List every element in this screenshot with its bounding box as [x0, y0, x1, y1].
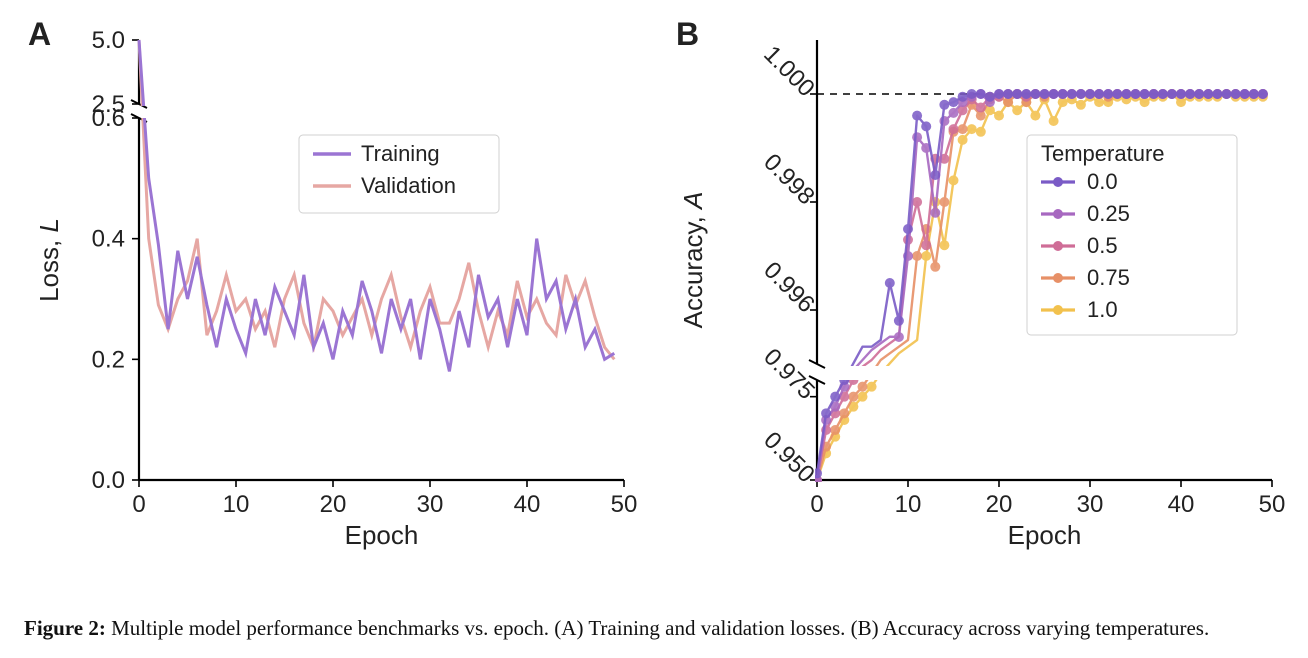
panel-a: A 010203040500.00.20.40.62.55.0EpochLoss…: [24, 10, 644, 612]
svg-text:30: 30: [1077, 491, 1104, 518]
svg-text:Loss, L: Loss, L: [34, 218, 64, 302]
svg-text:0.0: 0.0: [92, 467, 125, 494]
svg-text:40: 40: [514, 491, 541, 518]
svg-text:0.4: 0.4: [92, 226, 125, 253]
svg-text:0: 0: [810, 491, 823, 518]
svg-text:Epoch: Epoch: [1008, 520, 1082, 550]
svg-text:0.998: 0.998: [758, 149, 820, 211]
panel-b-chart: 0 10 20 30 40 50 0.950 0.975 0.996 0.998 1.000 Epoc…: [672, 10, 1292, 550]
svg-text:10: 10: [223, 491, 250, 518]
svg-text:0.5: 0.5: [1087, 233, 1118, 258]
panel-a-chart: 010203040500.00.20.40.62.55.0EpochLoss, …: [24, 10, 644, 550]
svg-text:Epoch: Epoch: [345, 520, 419, 550]
svg-text:0: 0: [132, 491, 145, 518]
panel-b: B 0 10 20 30 40 50 0.950 0.975 0.996 0.998 1.000 Ep…: [672, 10, 1292, 612]
svg-text:0.0: 0.0: [1087, 169, 1118, 194]
svg-text:1.000: 1.000: [758, 41, 820, 103]
svg-text:0.950: 0.950: [758, 427, 820, 489]
figure-caption: Figure 2: Multiple model performance ben…: [24, 614, 1284, 642]
svg-text:Temperature: Temperature: [1041, 141, 1165, 166]
svg-text:Validation: Validation: [361, 173, 456, 198]
panel-a-label: A: [28, 16, 51, 53]
svg-text:20: 20: [986, 491, 1013, 518]
svg-text:0.996: 0.996: [758, 257, 820, 319]
svg-text:50: 50: [611, 491, 638, 518]
figure-container: A 010203040500.00.20.40.62.55.0EpochLoss…: [0, 0, 1308, 658]
panel-b-label: B: [676, 16, 699, 53]
svg-text:0.975: 0.975: [758, 343, 820, 405]
svg-text:2.5: 2.5: [92, 91, 125, 118]
svg-text:0.75: 0.75: [1087, 265, 1130, 290]
svg-text:10: 10: [895, 491, 922, 518]
caption-label: Figure 2:: [24, 616, 106, 640]
svg-text:0.2: 0.2: [92, 346, 125, 373]
svg-text:30: 30: [417, 491, 444, 518]
svg-text:20: 20: [320, 491, 347, 518]
svg-text:0.25: 0.25: [1087, 201, 1130, 226]
svg-text:40: 40: [1168, 491, 1195, 518]
svg-text:50: 50: [1259, 491, 1286, 518]
svg-text:Accuracy, A: Accuracy, A: [678, 192, 708, 329]
svg-text:5.0: 5.0: [92, 27, 125, 54]
caption-text: Multiple model performance benchmarks vs…: [106, 616, 1209, 640]
svg-text:Training: Training: [361, 141, 440, 166]
panels-row: A 010203040500.00.20.40.62.55.0EpochLoss…: [24, 10, 1284, 612]
svg-text:1.0: 1.0: [1087, 297, 1118, 322]
